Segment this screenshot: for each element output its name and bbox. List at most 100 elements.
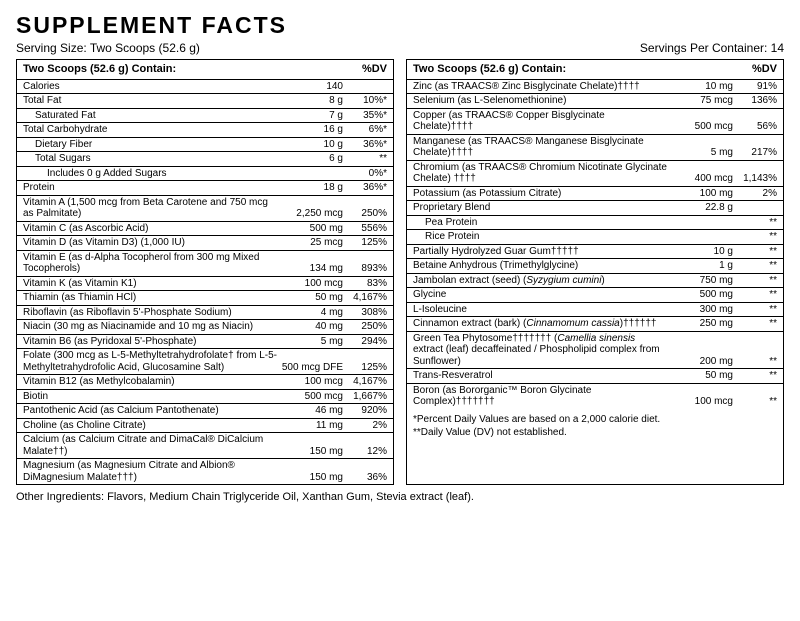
nutrient-row: Total Sugars6 g** [17, 152, 393, 167]
servings-per-container: Servings Per Container: 14 [640, 41, 784, 55]
nutrient-amount: 500 mcg DFE [281, 362, 343, 374]
nutrient-dv: ** [733, 275, 777, 287]
nutrient-row: Vitamin D (as Vitamin D3) (1,000 IU)25 m… [17, 236, 393, 251]
nutrient-label: Glycine [413, 289, 671, 301]
nutrient-amount: 22.8 g [671, 202, 733, 214]
nutrient-amount: 150 mg [281, 446, 343, 458]
nutrient-dv: 250% [343, 321, 387, 333]
nutrient-label: Zinc (as TRAACS® Zinc Bisglycinate Chela… [413, 81, 671, 93]
nutrient-dv: 1,667% [343, 391, 387, 403]
nutrient-row: Vitamin B12 (as Methylcobalamin)100 mcg4… [17, 375, 393, 390]
nutrient-amount: 300 mg [671, 304, 733, 316]
footnote-2: **Daily Value (DV) not established. [413, 426, 777, 439]
nutrient-dv: 36% [343, 472, 387, 484]
nutrient-label: Pantothenic Acid (as Calcium Pantothenat… [23, 405, 281, 417]
nutrient-label: Saturated Fat [23, 110, 281, 122]
nutrient-amount: 500 mg [671, 289, 733, 301]
header-amount [281, 63, 343, 76]
nutrient-row: Total Carbohydrate16 g6%* [17, 123, 393, 138]
nutrient-row: Trans-Resveratrol50 mg** [407, 369, 783, 384]
facts-columns: Two Scoops (52.6 g) Contain: %DV Calorie… [16, 59, 784, 485]
left-column: Two Scoops (52.6 g) Contain: %DV Calorie… [16, 59, 394, 485]
nutrient-row: Partially Hydrolyzed Guar Gum†††††10 g** [407, 245, 783, 260]
nutrient-dv: 893% [343, 263, 387, 275]
nutrient-row: Choline (as Choline Citrate)11 mg2% [17, 419, 393, 434]
nutrient-dv: ** [733, 260, 777, 272]
nutrient-label: Boron (as Bororganic™ Boron Glycinate Co… [413, 385, 671, 408]
nutrient-dv: 920% [343, 405, 387, 417]
nutrient-amount: 500 mcg [671, 121, 733, 133]
nutrient-dv: ** [733, 396, 777, 408]
nutrient-dv: ** [733, 217, 777, 229]
nutrient-dv: 6%* [343, 124, 387, 136]
nutrient-row: Total Fat8 g10%* [17, 94, 393, 109]
nutrient-label: Vitamin E (as d-Alpha Tocopherol from 30… [23, 252, 281, 275]
nutrient-dv: ** [733, 304, 777, 316]
nutrient-row: Includes 0 g Added Sugars0%* [17, 167, 393, 182]
nutrient-dv: 91% [733, 81, 777, 93]
footnote-1: *Percent Daily Values are based on a 2,0… [413, 413, 777, 426]
nutrient-amount: 250 mg [671, 318, 733, 330]
nutrient-label: Trans-Resveratrol [413, 370, 671, 382]
nutrient-row: Pea Protein** [407, 216, 783, 231]
nutrient-amount: 750 mg [671, 275, 733, 287]
nutrient-label: Copper (as TRAACS® Copper Bisglycinate C… [413, 110, 671, 133]
nutrient-label: Green Tea Phytosome††††††† (Camellia sin… [413, 333, 671, 368]
nutrient-dv: 2% [733, 188, 777, 200]
nutrient-amount: 6 g [281, 153, 343, 165]
nutrient-label: Total Sugars [23, 153, 281, 165]
right-column: Two Scoops (52.6 g) Contain: %DV Zinc (a… [406, 59, 784, 485]
subheader: Serving Size: Two Scoops (52.6 g) Servin… [16, 41, 784, 55]
nutrient-amount: 100 mcg [281, 376, 343, 388]
nutrient-dv: ** [343, 153, 387, 165]
header-amount [671, 63, 733, 76]
nutrient-row: Vitamin E (as d-Alpha Tocopherol from 30… [17, 251, 393, 277]
nutrient-row: Saturated Fat7 g35%* [17, 109, 393, 124]
nutrient-dv: 125% [343, 362, 387, 374]
other-ingredients: Other Ingredients: Flavors, Medium Chain… [16, 491, 784, 503]
nutrient-amount: 100 mcg [281, 278, 343, 290]
nutrient-row: Protein18 g36%* [17, 181, 393, 196]
nutrient-dv: 125% [343, 237, 387, 249]
nutrient-dv: 36%* [343, 182, 387, 194]
nutrient-dv: 1,143% [733, 173, 777, 185]
nutrient-row: Vitamin K (as Vitamin K1)100 mcg83% [17, 277, 393, 292]
nutrient-row: Calcium (as Calcium Citrate and DimaCal®… [17, 433, 393, 459]
nutrient-dv: 294% [343, 336, 387, 348]
nutrient-row: Vitamin B6 (as Pyridoxal 5'-Phosphate)5 … [17, 335, 393, 350]
nutrient-row: Niacin (30 mg as Niacinamide and 10 mg a… [17, 320, 393, 335]
nutrient-amount: 75 mcg [671, 95, 733, 107]
nutrient-dv: 35%* [343, 110, 387, 122]
nutrient-label: L-Isoleucine [413, 304, 671, 316]
nutrient-label: Partially Hydrolyzed Guar Gum††††† [413, 246, 671, 258]
nutrient-row: Biotin500 mcg1,667% [17, 390, 393, 405]
nutrient-label: Vitamin K (as Vitamin K1) [23, 278, 281, 290]
nutrient-dv: 556% [343, 223, 387, 235]
nutrient-row: Dietary Fiber10 g36%* [17, 138, 393, 153]
header-label: Two Scoops (52.6 g) Contain: [413, 63, 671, 76]
nutrient-label: Folate (300 mcg as L-5-Methyltetrahydrof… [23, 350, 281, 373]
nutrient-amount: 5 mg [671, 147, 733, 159]
nutrient-label: Magnesium (as Magnesium Citrate and Albi… [23, 460, 281, 483]
nutrient-label: Total Fat [23, 95, 281, 107]
nutrient-amount: 10 g [281, 139, 343, 151]
nutrient-dv: 0%* [343, 168, 387, 180]
nutrient-label: Vitamin B6 (as Pyridoxal 5'-Phosphate) [23, 336, 281, 348]
nutrient-label: Protein [23, 182, 281, 194]
nutrient-amount: 100 mcg [671, 396, 733, 408]
nutrient-amount: 2,250 mcg [281, 208, 343, 220]
nutrient-row: L-Isoleucine300 mg** [407, 303, 783, 318]
nutrient-row: Magnesium (as Magnesium Citrate and Albi… [17, 459, 393, 484]
nutrient-dv: ** [733, 370, 777, 382]
nutrient-label: Vitamin D (as Vitamin D3) (1,000 IU) [23, 237, 281, 249]
nutrient-row: Potassium (as Potassium Citrate)100 mg2% [407, 187, 783, 202]
nutrient-row: Calories140 [17, 80, 393, 95]
nutrient-amount: 16 g [281, 124, 343, 136]
nutrient-dv: ** [733, 356, 777, 368]
nutrient-dv: ** [733, 318, 777, 330]
nutrient-amount: 1 g [671, 260, 733, 272]
nutrient-amount: 7 g [281, 110, 343, 122]
nutrient-dv: 4,167% [343, 376, 387, 388]
nutrient-dv: 250% [343, 208, 387, 220]
nutrient-row: Folate (300 mcg as L-5-Methyltetrahydrof… [17, 349, 393, 375]
